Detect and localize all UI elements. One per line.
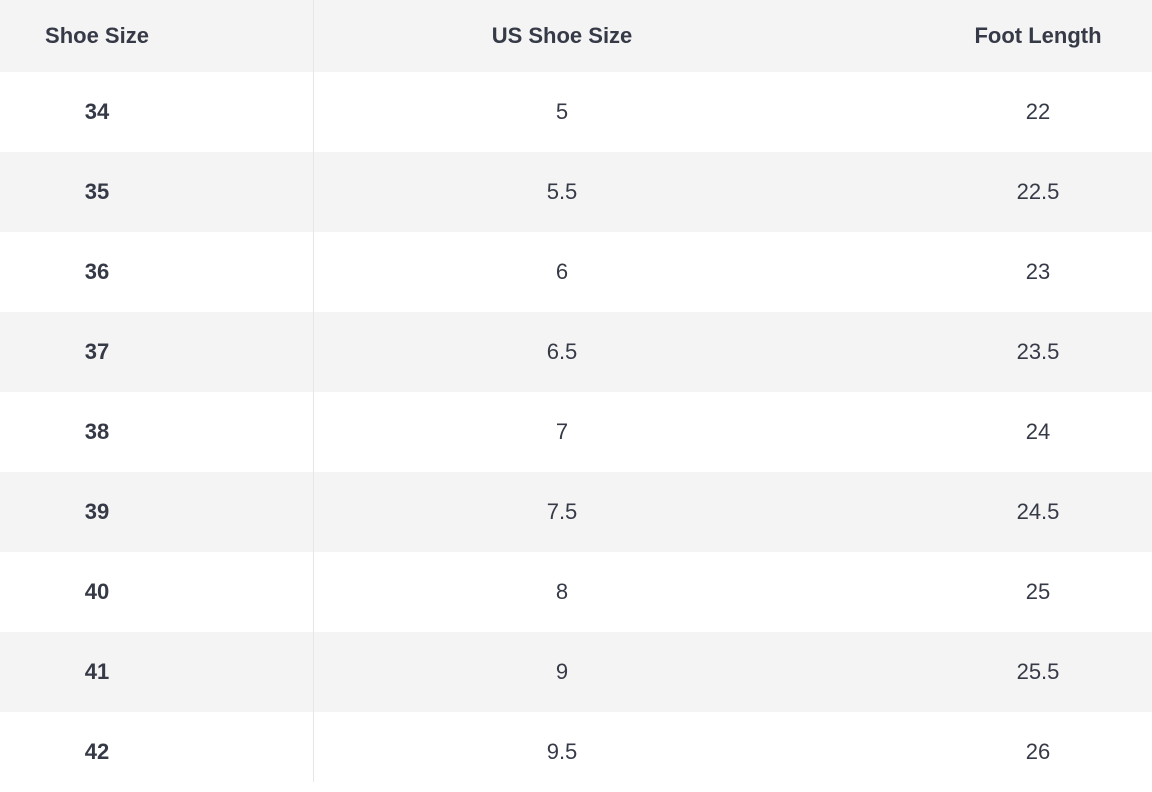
cell-foot-length: 25.5 <box>1016 659 1060 684</box>
table-header: Shoe Size US Shoe Size Foot Length <box>0 0 1152 72</box>
table-row: 39 7.5 24.5 <box>0 472 1152 552</box>
table-row: 40 8 25 <box>0 552 1152 632</box>
table-row: 38 7 24 <box>0 392 1152 472</box>
column-divider <box>313 0 314 782</box>
cell-us-shoe-size: 7 <box>555 419 569 444</box>
cell-shoe-size: 39 <box>84 499 110 524</box>
cell-shoe-size: 35 <box>84 179 110 204</box>
cell-us-shoe-size: 9 <box>555 659 569 684</box>
table-row: 37 6.5 23.5 <box>0 312 1152 392</box>
cell-foot-length: 26 <box>1025 739 1051 764</box>
cell-shoe-size: 42 <box>84 739 110 764</box>
cell-shoe-size: 40 <box>84 579 110 604</box>
header-us-shoe-size: US Shoe Size <box>491 23 633 48</box>
table-row: 41 9 25.5 <box>0 632 1152 712</box>
cell-foot-length: 24.5 <box>1016 499 1060 524</box>
cell-us-shoe-size: 6 <box>555 259 569 284</box>
cell-foot-length: 24 <box>1025 419 1051 444</box>
cell-us-shoe-size: 5 <box>555 99 569 124</box>
table-row: 35 5.5 22.5 <box>0 152 1152 232</box>
header-foot-length: Foot Length <box>974 23 1102 48</box>
cell-us-shoe-size: 8 <box>555 579 569 604</box>
cell-shoe-size: 36 <box>84 259 110 284</box>
cell-shoe-size: 38 <box>84 419 110 444</box>
cell-foot-length: 25 <box>1025 579 1051 604</box>
cell-shoe-size: 41 <box>84 659 110 684</box>
cell-shoe-size: 37 <box>84 339 110 364</box>
table-row: 42 9.5 26 <box>0 712 1152 792</box>
header-shoe-size: Shoe Size <box>45 23 149 48</box>
cell-us-shoe-size: 7.5 <box>546 499 578 524</box>
table-row: 36 6 23 <box>0 232 1152 312</box>
table-row: 34 5 22 <box>0 72 1152 152</box>
cell-us-shoe-size: 9.5 <box>546 739 578 764</box>
cell-foot-length: 22 <box>1025 99 1051 124</box>
cell-shoe-size: 34 <box>84 99 110 124</box>
cell-us-shoe-size: 6.5 <box>546 339 578 364</box>
cell-us-shoe-size: 5.5 <box>546 179 578 204</box>
cell-foot-length: 23.5 <box>1016 339 1060 364</box>
cell-foot-length: 22.5 <box>1016 179 1060 204</box>
cell-foot-length: 23 <box>1025 259 1051 284</box>
